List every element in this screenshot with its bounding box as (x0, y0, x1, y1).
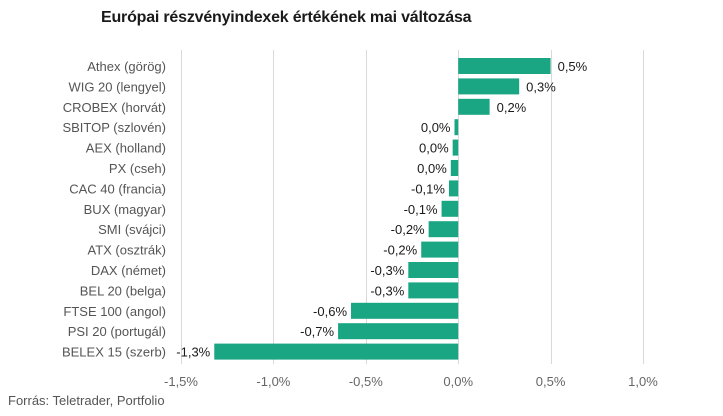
value-label: -0,2% (383, 243, 417, 258)
bar (452, 139, 459, 156)
x-tick-label: -1,5% (164, 374, 198, 389)
category-label: DAX (német) (91, 263, 166, 278)
bar (454, 119, 459, 136)
x-tick-label: 1,0% (628, 374, 658, 389)
value-label: -1,3% (176, 345, 210, 360)
category-label: PX (cseh) (109, 161, 166, 176)
value-label: 0,0% (419, 141, 449, 156)
bar-chart: -1,5% -1,0% -0,5% 0,0% 0,5% 1,0% Athex (görög)… (62, 50, 658, 389)
bar-layer (214, 58, 551, 360)
category-label: PSI 20 (portugál) (68, 324, 166, 339)
bar (450, 160, 459, 176)
bar (338, 323, 459, 340)
x-tick-label: 0,0% (443, 374, 473, 389)
category-label: SBITOP (szlovén) (62, 120, 166, 135)
category-label: CROBEX (horvát) (63, 100, 166, 115)
bar (421, 241, 459, 258)
value-label: -0,1% (404, 202, 438, 217)
x-tick-label: -1,0% (256, 374, 290, 389)
x-tick-label: -0,5% (349, 374, 383, 389)
category-label: CAC 40 (francia) (69, 181, 166, 196)
value-label: -0,1% (411, 181, 445, 196)
bar (448, 180, 459, 197)
category-label: ATX (osztrák) (88, 243, 167, 258)
bar (408, 282, 459, 299)
value-label: 0,3% (526, 79, 556, 94)
category-label: FTSE 100 (angol) (63, 304, 166, 319)
label-layer: -1,5% -1,0% -0,5% 0,0% 0,5% 1,0% Athex (görög)… (62, 59, 658, 389)
category-label: WIG 20 (lengyel) (68, 79, 166, 94)
bar (458, 98, 490, 115)
bar (458, 58, 551, 74)
value-label: -0,7% (300, 324, 334, 339)
bar (441, 200, 459, 217)
category-label: AEX (holland) (86, 141, 166, 156)
value-label: 0,2% (497, 100, 527, 115)
value-label: 0,5% (558, 59, 588, 74)
category-label: Athex (görög) (87, 59, 166, 74)
bar (408, 262, 459, 278)
chart-title: Európai részvényindexek értékének mai vá… (101, 9, 472, 26)
category-label: BELEX 15 (szerb) (62, 345, 166, 360)
category-label: BUX (magyar) (84, 202, 166, 217)
x-tick-label: 0,5% (536, 374, 566, 389)
value-label: -0,3% (370, 263, 404, 278)
category-label: SMI (svájci) (98, 222, 166, 237)
value-label: -0,2% (391, 222, 425, 237)
bar (351, 302, 459, 319)
value-label: 0,0% (417, 161, 447, 176)
bar (214, 343, 459, 360)
source-note: Forrás: Teletrader, Portfolio (8, 393, 165, 408)
value-label: -0,3% (370, 283, 404, 298)
bar (428, 221, 459, 238)
value-label: 0,0% (421, 120, 451, 135)
category-label: BEL 20 (belga) (80, 283, 166, 298)
bar (458, 78, 520, 95)
value-label: -0,6% (313, 304, 347, 319)
